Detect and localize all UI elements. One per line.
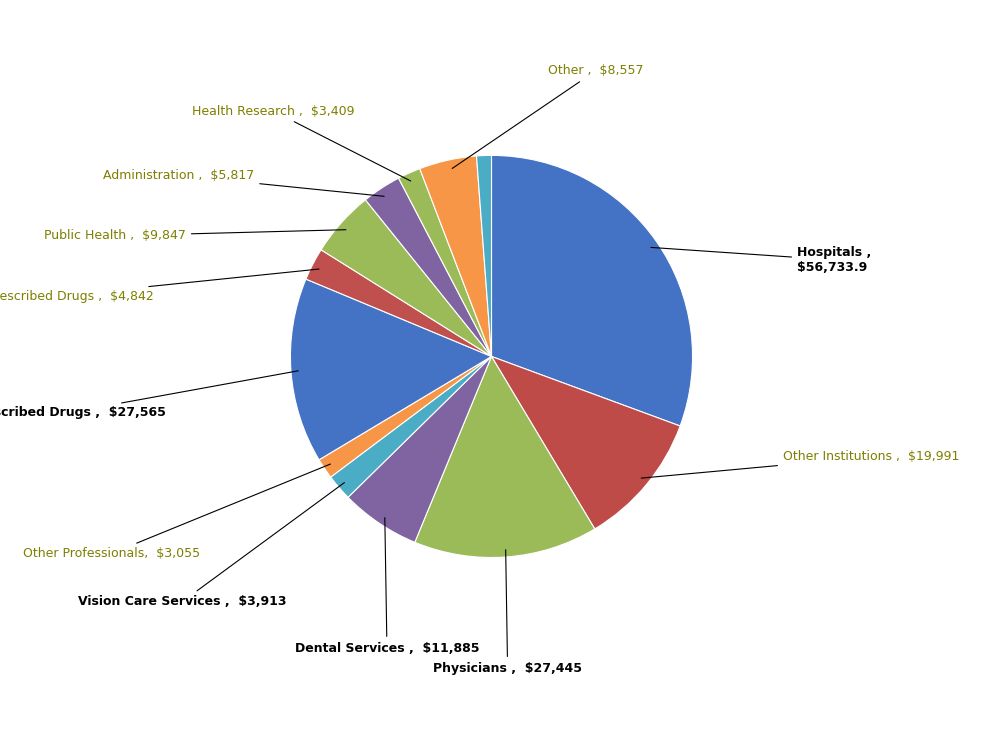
Wedge shape <box>415 356 595 558</box>
Wedge shape <box>348 356 492 542</box>
Text: Health Research ,  $3,409: Health Research , $3,409 <box>193 105 411 181</box>
Text: Other Institutions ,  $19,991: Other Institutions , $19,991 <box>641 451 959 478</box>
Wedge shape <box>321 200 492 356</box>
Text: Vision Care Services ,  $3,913: Vision Care Services , $3,913 <box>78 482 344 608</box>
Text: Other Professionals,  $3,055: Other Professionals, $3,055 <box>23 464 330 560</box>
Text: Physicians ,  $27,445: Physicians , $27,445 <box>434 550 582 675</box>
Wedge shape <box>290 279 492 460</box>
Wedge shape <box>366 178 492 356</box>
Wedge shape <box>420 156 492 356</box>
Text: Non-Prescribed Drugs ,  $4,842: Non-Prescribed Drugs , $4,842 <box>0 269 319 303</box>
Wedge shape <box>398 169 492 356</box>
Wedge shape <box>477 155 492 356</box>
Text: Prescribed Drugs ,  $27,565: Prescribed Drugs , $27,565 <box>0 371 298 419</box>
Wedge shape <box>330 356 492 497</box>
Text: Dental Services ,  $11,885: Dental Services , $11,885 <box>295 517 479 655</box>
Wedge shape <box>492 155 693 426</box>
Wedge shape <box>319 356 492 477</box>
Wedge shape <box>306 250 492 356</box>
Wedge shape <box>492 356 680 529</box>
Text: Hospitals ,
$56,733.9: Hospitals , $56,733.9 <box>651 246 871 274</box>
Text: Administration ,  $5,817: Administration , $5,817 <box>103 169 384 196</box>
Text: Other ,  $8,557: Other , $8,557 <box>452 65 643 169</box>
Text: Public Health ,  $9,847: Public Health , $9,847 <box>44 229 346 243</box>
